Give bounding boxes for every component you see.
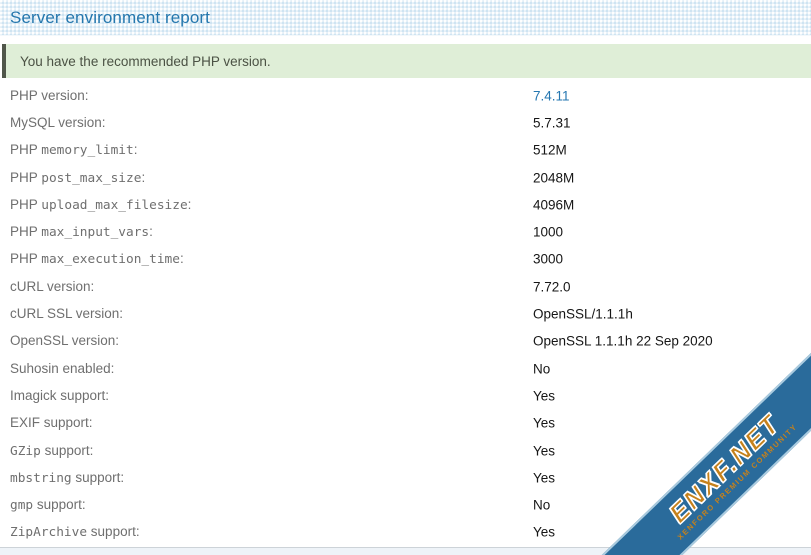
env-row-label-mono: upload_max_filesize [41,197,188,213]
env-row-label: cURL SSL version: [10,306,124,322]
env-row: cURL version: 7.72.0 [0,273,811,300]
env-row-value: Yes [533,415,556,431]
env-row-label: PHP upload_max_filesize: [10,196,192,213]
env-row-value: OpenSSL/1.1.1h [533,306,633,322]
env-row-label: PHP post_max_size: [10,169,146,186]
env-row-label: PHP memory_limit: [10,142,138,159]
env-row-label-mono: memory_limit [41,143,134,159]
env-row-value: Yes [533,524,556,540]
env-row: PHP post_max_size: 2048M [0,164,811,191]
env-row: PHP version: 7.4.11 [0,82,811,109]
env-row-value: 5.7.31 [533,115,571,131]
env-row-label: EXIF support: [10,415,93,431]
success-message: You have the recommended PHP version. [2,44,811,78]
env-row-label: gmp support: [10,497,86,514]
env-row: ZipArchive support: Yes [0,519,811,546]
env-row-label: mbstring support: [10,469,125,486]
env-row-label: PHP max_execution_time: [10,251,184,268]
env-row-label: Suhosin enabled: [10,360,115,376]
env-row-label: PHP version: [10,87,89,103]
env-row-label: Imagick support: [10,387,110,403]
env-row-label: ZipArchive support: [10,524,140,541]
env-row-value: 1000 [533,224,564,240]
env-row-value-link[interactable]: 7.4.11 [533,88,570,104]
success-message-text: You have the recommended PHP version. [20,53,271,69]
env-row: Imagick support: Yes [0,382,811,409]
env-row-label: cURL version: [10,278,95,294]
page-header: Server environment report [0,0,811,36]
env-row-label-mono: max_execution_time [41,252,180,268]
env-row-value: 512M [533,142,567,158]
env-row-value: 3000 [533,251,564,267]
env-row: EXIF support: Yes [0,410,811,437]
env-row-label: PHP max_input_vars: [10,224,153,241]
env-row-label-mono: post_max_size [41,170,142,186]
env-row-label: GZip support: [10,442,94,459]
page-bottom-divider [0,547,811,555]
env-row-label: OpenSSL version: [10,333,120,349]
env-row-label-mono: mbstring [10,470,72,486]
env-row: gmp support: No [0,491,811,518]
env-row: GZip support: Yes [0,437,811,464]
env-row: PHP upload_max_filesize: 4096M [0,191,811,218]
env-row-value: Yes [533,470,556,486]
env-row-label-mono: gmp [10,498,34,514]
env-row-value: No [533,361,551,377]
env-row: PHP memory_limit: 512M [0,137,811,164]
env-row-label-mono: GZip [10,443,41,459]
env-row-label-mono: ZipArchive [10,525,88,541]
env-row: OpenSSL version: OpenSSL 1.1.1h 22 Sep 2… [0,328,811,355]
env-row: cURL SSL version: OpenSSL/1.1.1h [0,300,811,327]
env-row-label: MySQL version: [10,114,106,130]
env-row-value: Yes [533,443,556,458]
page-title: Server environment report [10,7,210,27]
env-row-label-mono: max_input_vars [41,225,150,241]
env-row: PHP max_input_vars: 1000 [0,218,811,245]
env-row-value: Yes [533,388,556,404]
env-row: MySQL version: 5.7.31 [0,109,811,136]
env-row-value: No [533,497,551,513]
env-row: mbstring support: Yes [0,464,811,491]
env-row-value: OpenSSL 1.1.1h 22 Sep 2020 [533,333,713,349]
env-rows: PHP version: 7.4.11 MySQL version: 5.7.3… [0,78,811,546]
env-row-value: 2048M [533,170,575,186]
env-row-value: 4096M [533,197,575,213]
env-row: Suhosin enabled: No [0,355,811,382]
env-row: PHP max_execution_time: 3000 [0,246,811,273]
env-row-value: 7.72.0 [533,279,571,295]
